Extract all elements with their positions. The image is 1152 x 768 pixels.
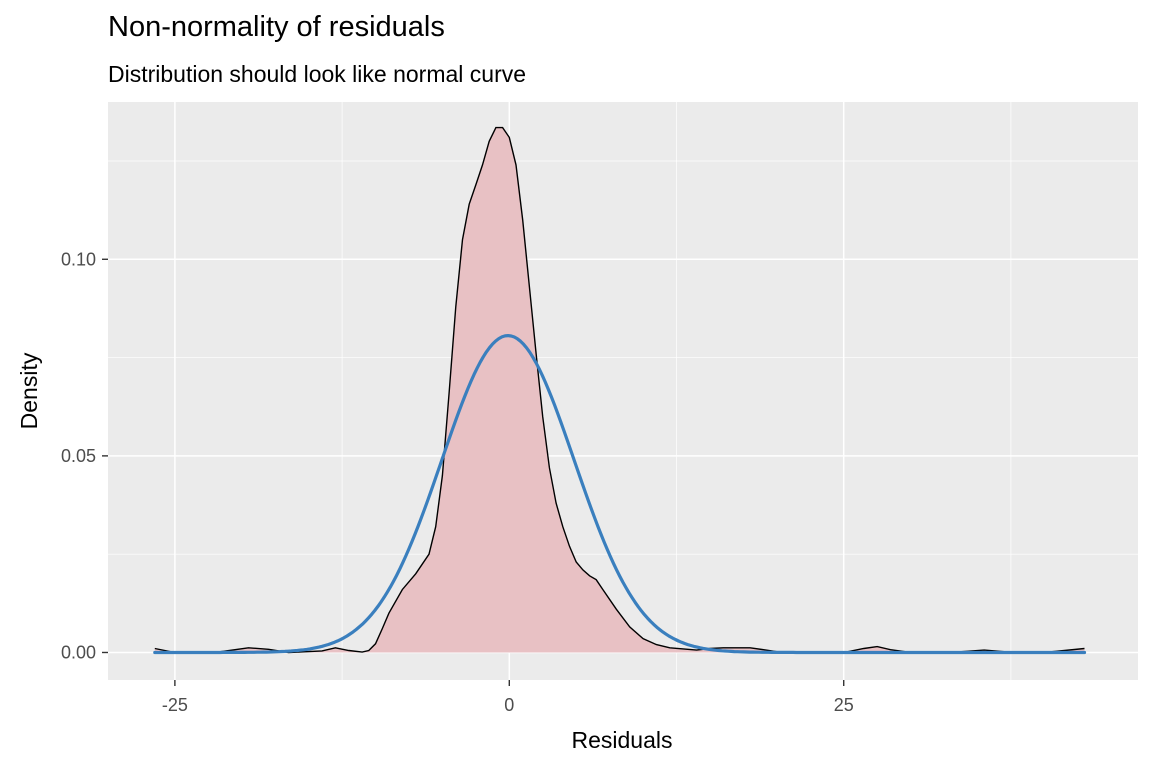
y-tick-label: 0.10 [61,249,96,269]
x-axis-title: Residuals [572,727,673,753]
x-tick-label: 0 [504,695,514,715]
plot-panel [108,102,1138,680]
series-layer [153,126,1087,655]
chart-subtitle: Distribution should look like normal cur… [108,61,527,87]
axes: -25 0 25 0.00 0.05 0.10 [61,249,854,715]
chart-title: Non-normality of residuals [108,11,445,43]
normal-curve-line [153,334,1087,655]
y-axis-title: Density [16,352,42,429]
x-tick-label: -25 [162,695,188,715]
y-tick-label: 0.05 [61,446,96,466]
x-tick-label: 25 [834,695,854,715]
y-tick-label: 0.00 [61,642,96,662]
